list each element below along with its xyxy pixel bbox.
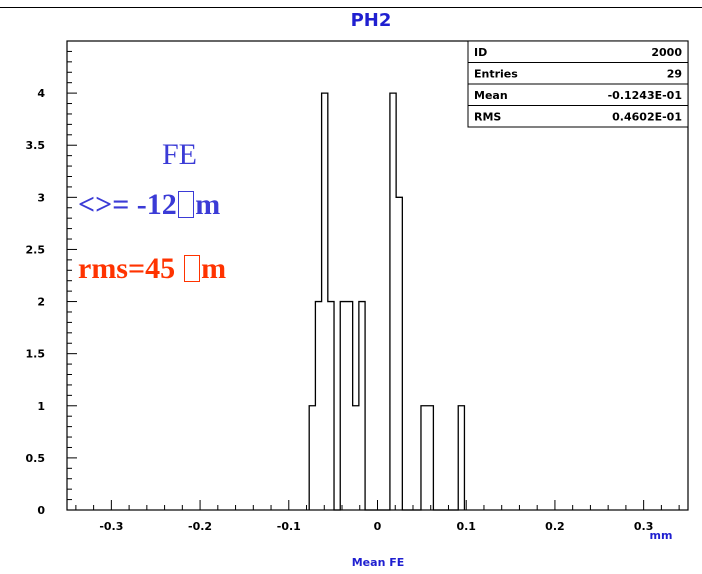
stats-value: 29	[667, 68, 682, 81]
y-tick-label: 3	[37, 191, 45, 204]
annotation-rms: rms=45 m	[78, 252, 226, 286]
histogram-bin	[309, 406, 315, 510]
histogram-bin	[359, 302, 365, 510]
annotation-mean: <>= -12 m	[78, 188, 220, 222]
stats-value: -0.1243E-01	[608, 89, 682, 102]
annotation-mean-prefix: <>= -12	[78, 188, 177, 221]
stats-value: 2000	[651, 46, 682, 59]
y-tick-label: 1.5	[26, 348, 46, 361]
missing-glyph-icon	[183, 254, 201, 282]
stats-value: 0.4602E-01	[612, 111, 682, 124]
annotation-fe: FE	[162, 138, 198, 171]
histogram-outline	[308, 92, 466, 511]
x-tick-label: -0.3	[99, 520, 123, 533]
x-tick-label: 0.3	[634, 520, 654, 533]
y-tick-label: 2.5	[26, 243, 46, 256]
histogram-bin	[427, 406, 433, 510]
annotation-rms-suffix: m	[201, 252, 227, 285]
histogram-bin	[328, 302, 334, 510]
histogram-bin	[390, 93, 396, 510]
y-tick-label: 1	[37, 400, 45, 413]
histogram-bin	[315, 302, 321, 510]
y-tick-label: 4	[37, 87, 45, 100]
annotation-rms-prefix: rms=45	[78, 252, 183, 285]
x-tick-label: 0.2	[545, 520, 565, 533]
annotation-mean-suffix: m	[195, 188, 221, 221]
stats-box: ID 2000 Entries 29 Mean -0.1243E-01 RMS 0.4602E…	[467, 40, 689, 128]
stats-label: ID	[474, 46, 487, 59]
chart-title: PH2	[351, 10, 392, 31]
histogram-bin	[396, 197, 402, 510]
x-tick-label: 0.1	[456, 520, 476, 533]
y-axis: 0 0.5 1 1.5 2 2.5 3 3.5 4	[26, 50, 77, 517]
y-tick-label: 2	[37, 296, 45, 309]
y-tick-label: 0.5	[26, 452, 46, 465]
stats-label: RMS	[474, 111, 501, 124]
x-axis-label: Mean FE	[352, 556, 405, 569]
histogram-bin	[340, 302, 346, 510]
x-tick-label: -0.1	[277, 520, 301, 533]
histogram-bin	[346, 302, 352, 510]
stats-label: Entries	[474, 68, 518, 81]
histogram-bars	[308, 92, 466, 511]
x-axis-unit: mm	[650, 529, 673, 542]
histogram-bin	[322, 93, 328, 510]
histogram-bin	[458, 406, 464, 510]
y-tick-label: 0	[37, 504, 45, 517]
y-tick-label: 3.5	[26, 139, 46, 152]
x-tick-label: -0.2	[188, 520, 212, 533]
x-tick-label: 0	[374, 520, 382, 533]
stats-label: Mean	[474, 89, 508, 102]
histogram-bin	[353, 406, 359, 510]
x-axis: -0.3 -0.2 -0.1 0 0.1 0.2 0.3	[75, 500, 680, 533]
missing-glyph-icon	[177, 190, 195, 218]
top-rule	[0, 7, 702, 8]
histogram-bin	[421, 406, 427, 510]
